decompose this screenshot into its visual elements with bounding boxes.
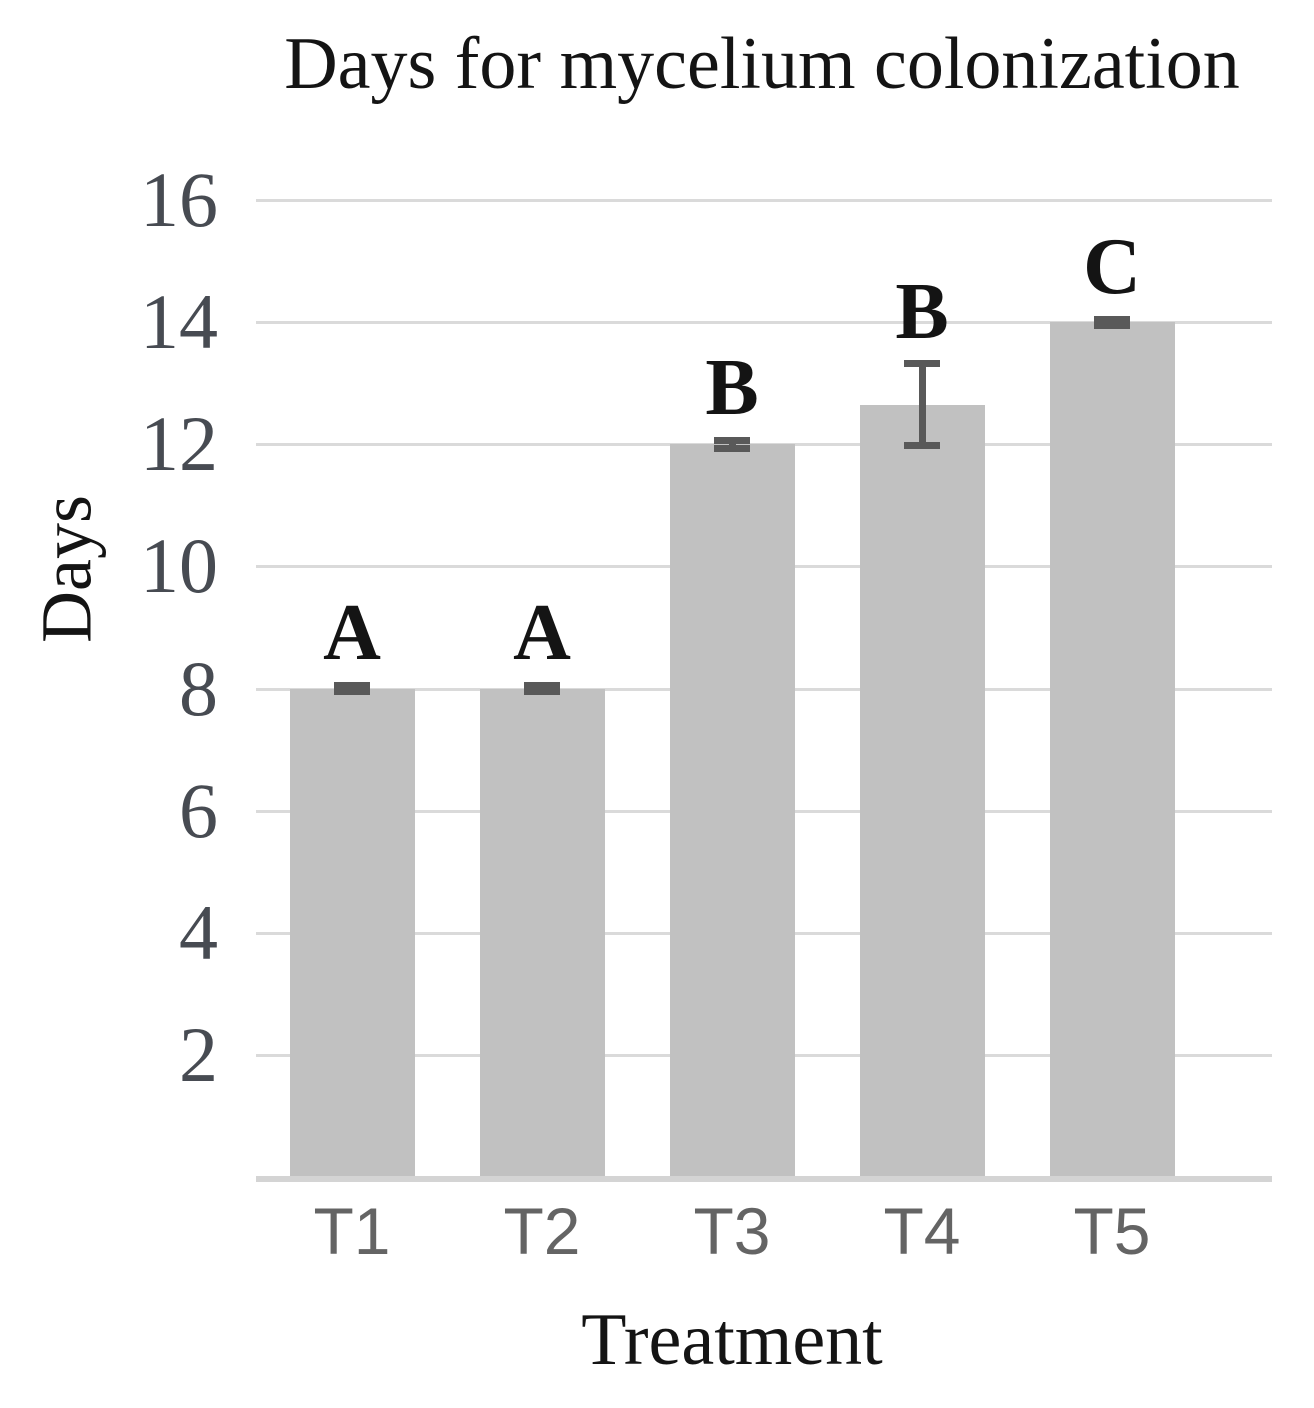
bar-T2 [479,688,605,1177]
error-bar-line-T4 [918,363,926,446]
x-tick-label-T4: T4 [883,1194,961,1268]
y-tick-label-12: 12 [140,400,218,488]
gridline-16 [256,199,1272,203]
error-bar-cap-top-T1 [334,681,370,689]
error-bar-cap-top-T4 [904,360,940,368]
chart-title: Days for mycelium colonization [284,23,1240,105]
bar-T1 [289,688,415,1177]
error-bar-cap-top-T2 [524,681,560,689]
bar-T5 [1049,322,1175,1177]
error-bar-cap-bottom-T2 [524,688,560,696]
bar-T4 [859,404,985,1177]
x-tick-label-T1: T1 [313,1194,391,1268]
error-bar-cap-top-T3 [714,436,750,444]
x-tick-label-T2: T2 [503,1194,581,1268]
y-tick-label-2: 2 [179,1010,218,1098]
error-bar-cap-bottom-T5 [1094,321,1130,329]
error-bar-cap-bottom-T1 [334,688,370,696]
y-tick-label-16: 16 [140,156,218,244]
error-bar-cap-top-T5 [1094,315,1130,323]
error-bar-cap-bottom-T4 [904,442,940,449]
x-tick-label-T3: T3 [693,1194,771,1268]
y-tick-label-8: 8 [179,644,218,732]
bar-T3 [669,444,795,1177]
error-bar-cap-bottom-T3 [714,445,750,453]
x-axis-line [256,1176,1272,1182]
significance-letter-T5: C [1083,223,1141,312]
y-tick-label-4: 4 [179,888,218,976]
significance-letter-T2: A [513,589,571,678]
x-tick-label-T5: T5 [1073,1194,1151,1268]
error-bar-line-T3 [728,440,736,449]
gridline-14 [256,321,1272,325]
x-axis-title: Treatment [581,1299,883,1381]
y-tick-label-14: 14 [140,278,218,366]
y-tick-label-10: 10 [140,522,218,610]
y-tick-label-6: 6 [179,766,218,854]
significance-letter-T4: B [895,267,949,356]
significance-letter-T1: A [323,589,381,678]
significance-letter-T3: B [705,344,759,432]
